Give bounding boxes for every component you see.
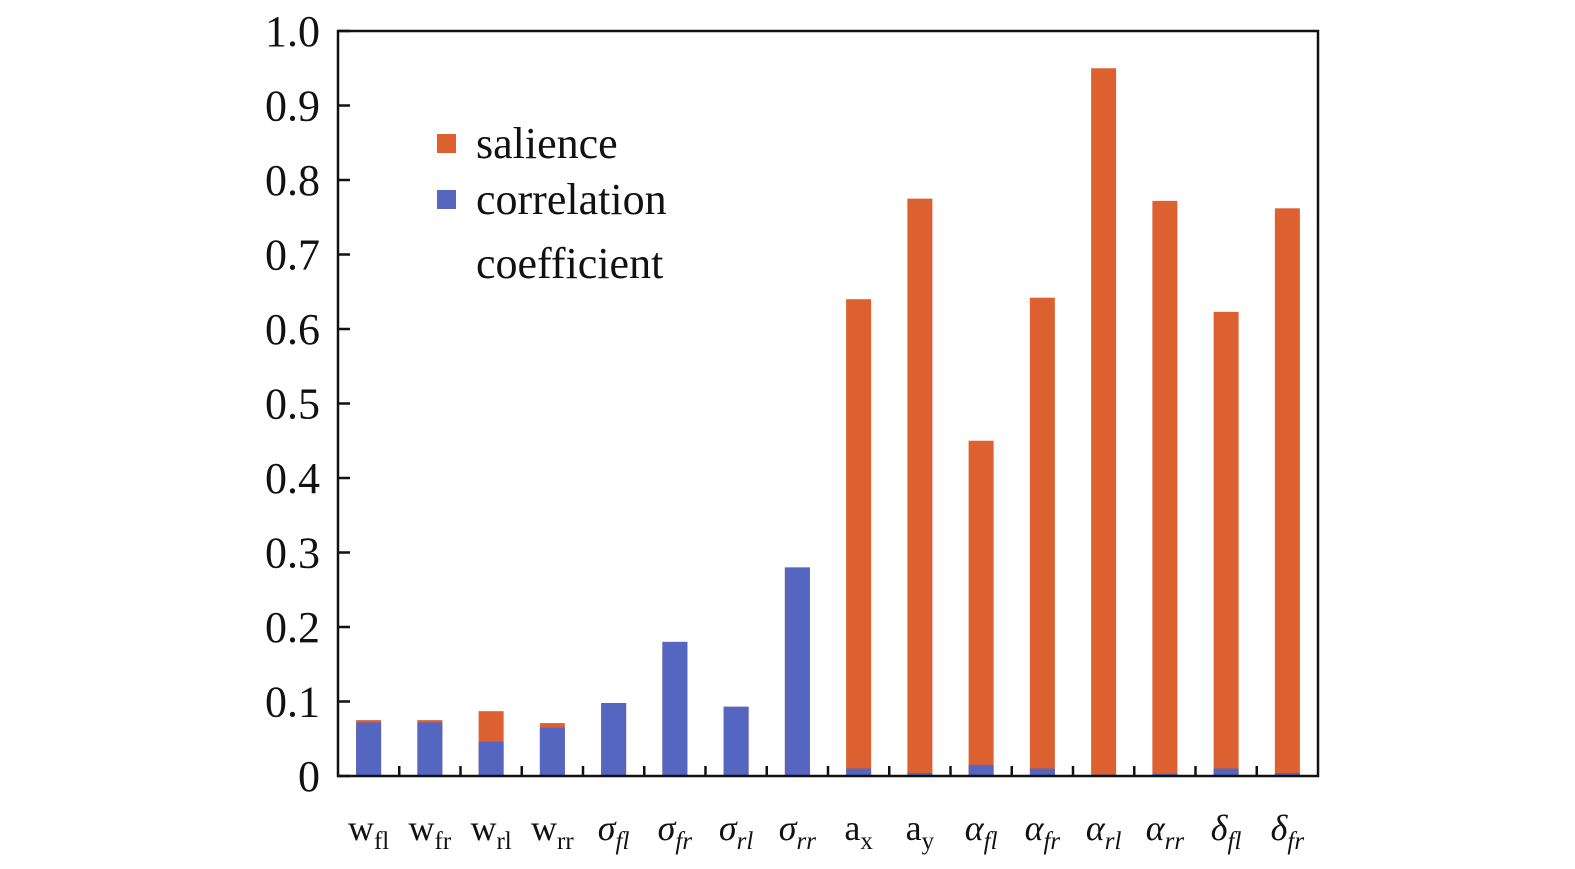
- correlation-bar-1: [417, 722, 443, 776]
- salience-bar-11: [1029, 297, 1055, 776]
- x-tick-label: wfr: [409, 808, 452, 855]
- y-axis: 0 0.1 0.2 0.3 0.4 0.5 0.6 0.7 0.8 0.9 1.0: [265, 7, 350, 801]
- correlation-bar-0: [356, 722, 382, 776]
- legend-label: salience: [476, 119, 618, 168]
- salience-bar-15: [1274, 208, 1300, 776]
- x-tick-label: ay: [906, 808, 935, 855]
- salience-bar-13: [1152, 200, 1178, 777]
- x-tick-label: σfr: [658, 808, 693, 855]
- correlation-bar-6: [723, 706, 749, 776]
- correlation-bar-10: [968, 764, 994, 776]
- legend: salience correlation coefficient: [437, 119, 667, 288]
- y-tick-label: 0.1: [265, 678, 320, 727]
- x-tick-label: σrl: [719, 808, 753, 855]
- legend-label: correlation: [476, 175, 667, 224]
- y-tick-label: 0.9: [265, 82, 320, 131]
- x-tick-label: wfl: [348, 808, 389, 855]
- x-tick-label: δfr: [1271, 808, 1305, 855]
- y-tick-label: 0.5: [265, 380, 320, 429]
- y-tick-label: 0.2: [265, 603, 320, 652]
- x-tick-label: αrl: [1086, 808, 1122, 855]
- y-tick-label: 0.4: [265, 454, 320, 503]
- correlation-bar-5: [662, 641, 688, 776]
- y-tick-label: 0.8: [265, 156, 320, 205]
- legend-label: coefficient: [476, 239, 663, 288]
- correlation-bar-4: [601, 702, 627, 776]
- salience-bar-8: [846, 299, 872, 776]
- salience-bar-10: [968, 440, 994, 776]
- correlation-bar-3: [539, 727, 565, 776]
- salience-bar-12: [1091, 68, 1117, 776]
- correlation-bar-15: [1274, 773, 1300, 776]
- x-tick-label: σrr: [779, 808, 816, 855]
- bars-group: [356, 68, 1300, 777]
- correlation-bar-7: [784, 567, 810, 776]
- x-tick-label: αfr: [1025, 808, 1061, 855]
- correlation-bar-9: [907, 773, 933, 776]
- x-tick-label: σfl: [598, 808, 630, 855]
- x-axis: wfl wfr wrl wrr σfl σfr σrl σrr ax ay αfl αfr αrl αrr…: [348, 766, 1304, 855]
- y-tick-label: 0.6: [265, 305, 320, 354]
- correlation-bar-14: [1213, 768, 1239, 776]
- correlation-bar-11: [1029, 768, 1055, 776]
- salience-bar-14: [1213, 311, 1239, 776]
- y-tick-label: 0.3: [265, 529, 320, 578]
- y-tick-label: 0.7: [265, 231, 320, 280]
- x-tick-label: δfl: [1211, 808, 1242, 855]
- x-tick-label: αfl: [965, 808, 998, 855]
- x-tick-label: ax: [844, 808, 873, 855]
- legend-swatch-0: [437, 134, 456, 153]
- correlation-bar-8: [846, 768, 872, 776]
- x-tick-label: wrr: [531, 808, 574, 855]
- x-tick-label: αrr: [1146, 808, 1185, 855]
- correlation-bar-2: [478, 741, 504, 776]
- y-tick-label: 1.0: [265, 7, 320, 56]
- x-tick-label: wrl: [470, 808, 511, 855]
- salience-bar-9: [907, 198, 933, 776]
- legend-swatch-1: [437, 190, 456, 209]
- y-tick-label: 0: [298, 752, 320, 801]
